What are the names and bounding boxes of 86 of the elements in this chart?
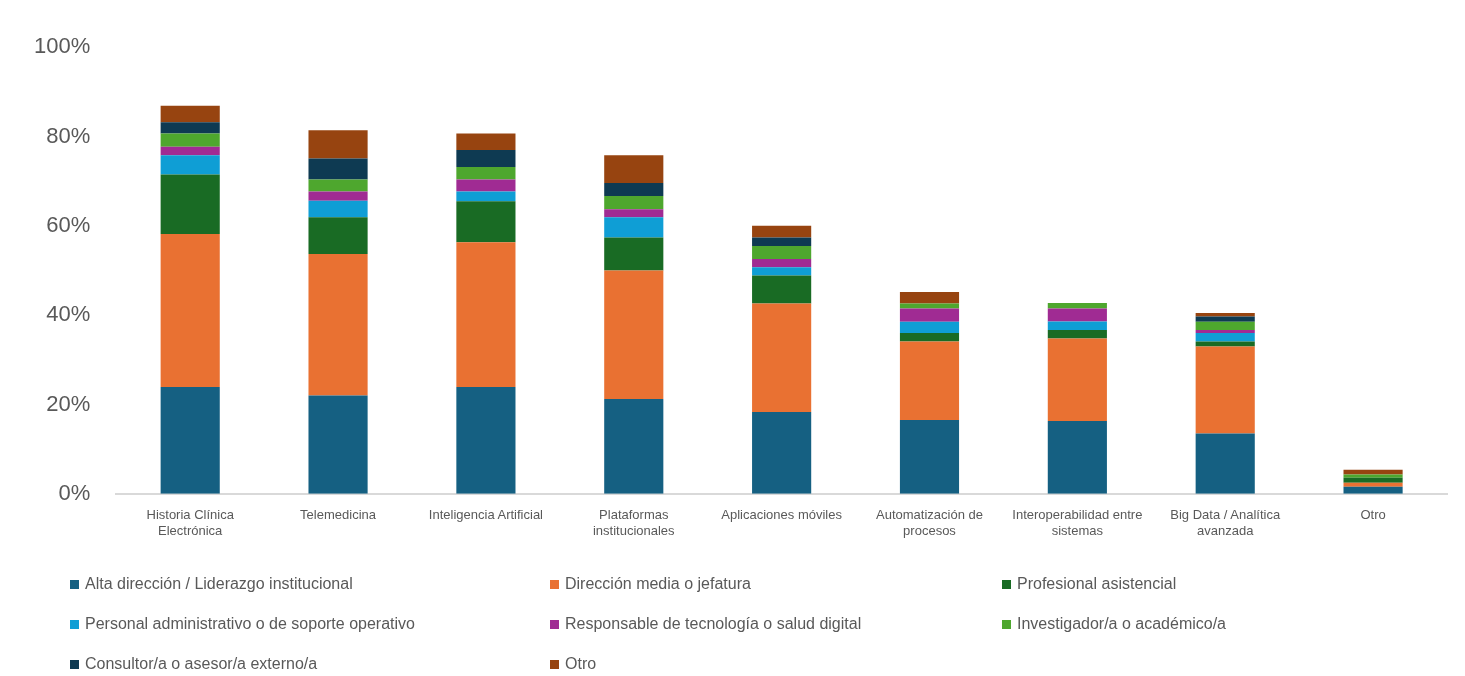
bar — [1195, 329, 1255, 334]
bar — [1343, 477, 1403, 483]
x-tick-label: Automatización de procesos — [876, 507, 983, 538]
bar — [308, 253, 368, 396]
y-tick-label: 0% — [58, 479, 91, 505]
bar — [160, 233, 220, 388]
bar — [1195, 316, 1255, 322]
bar — [160, 146, 220, 156]
x-tick-label: Plataformas institucionales — [592, 507, 676, 538]
x-tick-label: Big Data / Analítica avanzada — [1170, 507, 1281, 538]
bar — [308, 179, 368, 192]
bar — [604, 195, 664, 210]
bar — [456, 179, 516, 192]
x-tick-label: Interoperabilidad entre sistemas — [1012, 507, 1143, 538]
bar — [456, 191, 516, 202]
bar — [160, 133, 220, 147]
bar — [604, 237, 664, 271]
legend-label: Responsable de tecnología o salud digital — [565, 615, 862, 633]
bar — [899, 321, 960, 334]
bar — [160, 105, 220, 123]
y-tick-label: 40% — [46, 301, 91, 327]
bar — [1343, 482, 1403, 487]
legend-label: Alta dirección / Liderazgo institucional — [85, 575, 353, 593]
legend-label: Consultor/a o asesor/a externo/a — [85, 655, 318, 673]
bar — [1047, 421, 1107, 494]
bar — [1047, 308, 1107, 322]
bar — [899, 341, 960, 421]
bar — [160, 155, 220, 175]
bar — [308, 158, 368, 180]
bar — [1343, 474, 1403, 478]
x-tick-label: Aplicaciones móviles — [721, 507, 843, 523]
bar — [752, 258, 812, 268]
bar — [752, 275, 812, 304]
x-tick-label: Telemedicina — [300, 507, 377, 523]
y-tick-label: 60% — [46, 211, 91, 237]
bar — [160, 174, 220, 234]
bar — [752, 245, 812, 259]
legend-label: Dirección media o jefatura — [565, 575, 751, 593]
y-tick-label: 20% — [46, 390, 91, 416]
bar — [456, 133, 516, 150]
bar — [604, 399, 664, 494]
bar — [1047, 338, 1107, 421]
bar — [456, 201, 516, 243]
bar — [1047, 321, 1107, 330]
bar — [160, 122, 220, 134]
bar — [1047, 303, 1107, 309]
bar — [456, 387, 516, 494]
bar — [1195, 433, 1255, 494]
bar — [308, 217, 368, 254]
bar — [604, 209, 664, 218]
bar — [899, 308, 960, 322]
y-tick-label: 80% — [46, 122, 91, 148]
y-tick-label: 100% — [33, 33, 91, 59]
bar — [1195, 321, 1255, 330]
bar — [456, 149, 516, 167]
bar — [160, 387, 220, 494]
bar — [308, 191, 368, 201]
bar — [604, 217, 664, 238]
bar — [752, 303, 812, 413]
bar — [1343, 469, 1403, 475]
bar — [1195, 333, 1255, 342]
bar — [308, 395, 368, 494]
legend-label: Investigador/a o académico/a — [1017, 615, 1227, 633]
bar — [1195, 312, 1255, 317]
bar — [752, 267, 812, 276]
bar — [604, 182, 664, 196]
bar — [604, 270, 664, 400]
bar — [752, 225, 812, 238]
bar — [899, 333, 960, 342]
bar — [752, 412, 812, 494]
legend-label: Profesional asistencial — [1017, 575, 1177, 593]
legend-label: Personal administrativo o de soporte operativo — [85, 615, 415, 633]
bar — [308, 200, 368, 218]
legend-label: Otro — [565, 655, 597, 673]
bar — [752, 237, 812, 246]
bar — [1047, 329, 1107, 339]
bar — [1195, 346, 1255, 434]
bar — [456, 166, 516, 180]
bar — [899, 291, 960, 304]
x-tick-label: Otro — [1360, 507, 1386, 523]
x-tick-label: Inteligencia Artificial — [428, 507, 544, 523]
bar — [456, 242, 516, 388]
bar — [604, 155, 664, 183]
bar — [308, 130, 368, 159]
bar — [899, 420, 960, 494]
x-tick-label: Historia Clínica Electrónica — [146, 507, 235, 538]
